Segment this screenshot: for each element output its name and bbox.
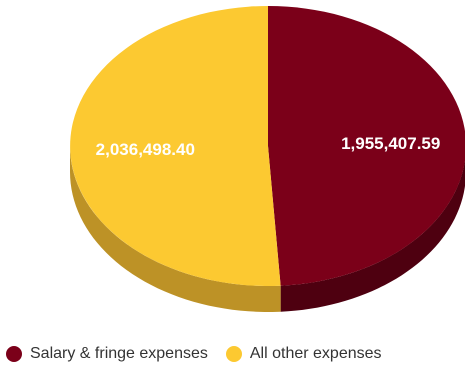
pie-3d-sides: [70, 146, 465, 312]
legend-marker-salary: [6, 346, 22, 362]
pie-slice-salary[interactable]: [268, 6, 465, 286]
legend-label-salary: Salary & fringe expenses: [30, 345, 208, 362]
pie-slice-other[interactable]: [70, 6, 281, 286]
pie-data-labels: 1,955,407.59 2,036,498.40: [96, 134, 441, 159]
pie-slices: [70, 6, 465, 286]
pie-chart: 1,955,407.59 2,036,498.40: [70, 6, 465, 312]
legend-item-salary[interactable]: Salary & fringe expenses: [6, 345, 208, 363]
legend-label-other: All other expenses: [249, 345, 382, 362]
data-label-salary: 1,955,407.59: [341, 134, 440, 153]
legend-marker-other: [225, 346, 242, 362]
legend-item-other[interactable]: All other expenses: [225, 345, 382, 363]
pie-side-other: [70, 146, 281, 312]
pie-side-salary: [280, 159, 465, 312]
data-label-other: 2,036,498.40: [96, 140, 195, 159]
chart-legend: Salary & fringe expenses All other expen…: [6, 344, 400, 364]
